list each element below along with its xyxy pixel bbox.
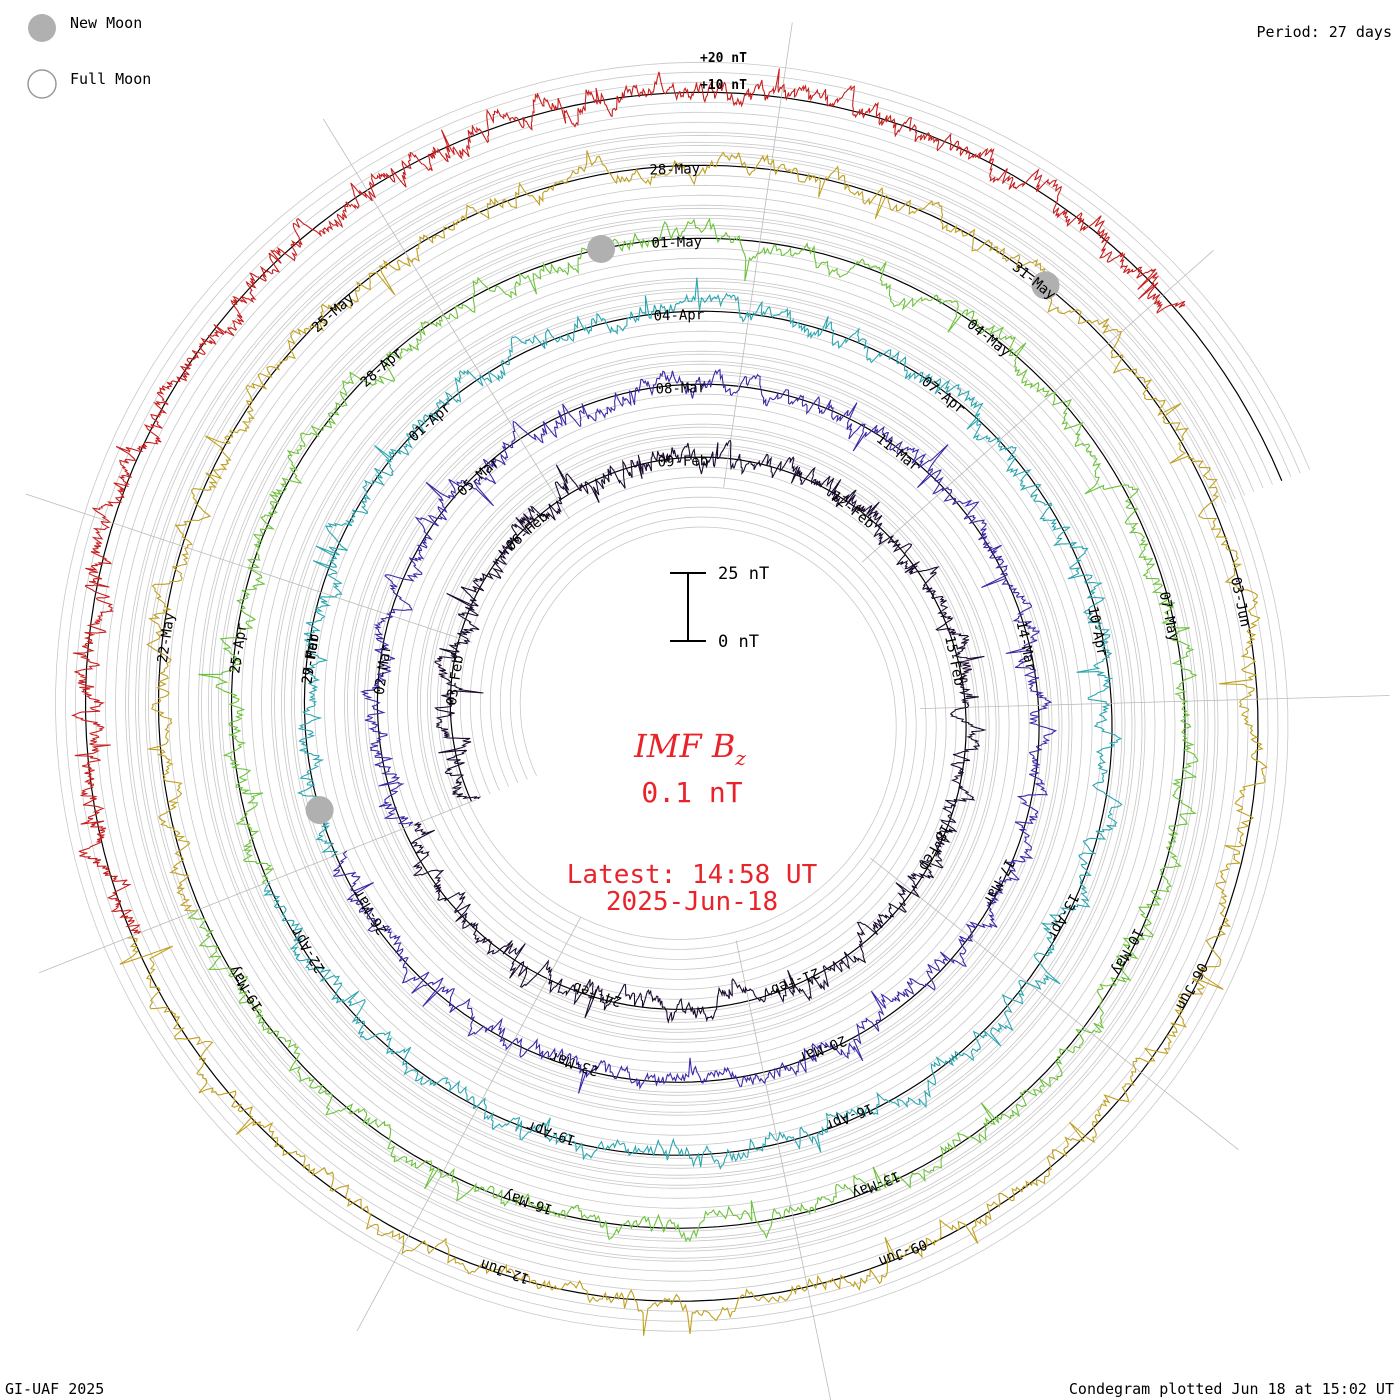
date-label: 25-Apr xyxy=(227,622,250,674)
bz-series-rotation-4 xyxy=(187,217,1199,1243)
spoke-line xyxy=(735,940,832,1400)
chart-title-subscript: z xyxy=(734,746,746,770)
date-label: 26-Mar xyxy=(351,886,391,937)
date-label: 20-Mar xyxy=(796,1032,849,1065)
date-label: 18-Feb xyxy=(915,821,953,873)
date-label: 19-May xyxy=(226,962,266,1013)
date-label: 07-Apr xyxy=(918,374,968,418)
scale-bar: 25 nT 0 nT xyxy=(670,564,769,652)
spoke-line xyxy=(919,695,1390,709)
bz-series-rotation-1 xyxy=(410,439,987,1024)
spiral-gridlines xyxy=(55,61,1311,1332)
grid-line xyxy=(65,71,1301,1322)
grid-line xyxy=(145,151,1227,1242)
new-moon-legend-icon xyxy=(28,14,56,42)
date-label: 29-Mar xyxy=(299,633,322,685)
scale-plus20-label: +20 nT xyxy=(700,51,747,66)
date-label: 03-Jun xyxy=(1227,576,1253,629)
date-label: 25-May xyxy=(309,291,357,337)
latest-time: Latest: 14:58 UT xyxy=(567,860,818,890)
new-moon-legend-label: New Moon xyxy=(70,14,142,32)
date-label: 22-May xyxy=(155,612,178,664)
date-label: 28-May xyxy=(649,161,700,178)
date-label: 21-Feb xyxy=(769,964,822,997)
footer-plot-time: Condegram plotted Jun 18 at 15:02 UT xyxy=(1069,1380,1394,1398)
date-label: 19-Apr xyxy=(525,1117,578,1148)
scale-plus10-label: +10 nT xyxy=(700,78,747,93)
date-label: 03-Feb xyxy=(444,654,467,706)
date-label: 13-Apr xyxy=(1044,890,1082,942)
grid-line xyxy=(75,81,1292,1312)
grid-line xyxy=(105,111,1264,1282)
date-label: 09-Jun xyxy=(876,1235,929,1268)
spoke-line xyxy=(861,250,1214,563)
moon-phase-markers xyxy=(305,235,1060,825)
date-label: 24-Feb xyxy=(571,978,624,1009)
latest-date: 2025-Jun-18 xyxy=(606,887,778,917)
new-moon-marker xyxy=(587,235,616,263)
date-label: 01-May xyxy=(651,234,702,251)
current-value: 0.1 nT xyxy=(641,776,742,809)
bz-series-group xyxy=(70,68,1268,1336)
date-label: 28-Apr xyxy=(358,345,406,391)
scale-bar-top-label: 25 nT xyxy=(718,564,769,584)
date-label: 08-Mar xyxy=(655,380,706,397)
scale-bar-bottom-label: 0 nT xyxy=(718,632,759,652)
date-label: 17-Mar xyxy=(979,856,1017,908)
grid-line xyxy=(125,131,1245,1262)
date-label: 07-May xyxy=(1156,590,1182,643)
grid-line xyxy=(55,61,1311,1332)
new-moon-marker xyxy=(305,796,334,825)
bz-series-rotation-2 xyxy=(332,368,1058,1094)
date-label: 06-Feb xyxy=(503,509,551,555)
footer-credit: GI-UAF 2025 xyxy=(5,1380,104,1398)
date-label: 06-Jun xyxy=(1172,960,1210,1012)
date-label: 05-Mar xyxy=(455,454,503,500)
date-label: 01-Apr xyxy=(406,400,454,446)
grid-line xyxy=(155,161,1218,1232)
spoke-line xyxy=(356,917,581,1331)
date-label: 11-Mar xyxy=(873,431,923,475)
date-labels: 03-Feb06-Feb09-Feb12-Feb15-Feb18-Feb21-F… xyxy=(155,161,1253,1286)
date-label: 10-May xyxy=(1108,925,1146,977)
date-label: 09-Feb xyxy=(657,453,708,470)
legend: New Moon Full Moon xyxy=(27,14,151,99)
date-label: 16-Apr xyxy=(823,1100,876,1133)
bz-series-rotation-3 xyxy=(262,277,1123,1170)
date-label: 02-Mar xyxy=(372,644,395,696)
zero-line xyxy=(85,91,1283,1302)
period-label: Period: 27 days xyxy=(1257,23,1392,41)
full-moon-legend-icon xyxy=(27,69,57,99)
bz-series-rotation-6 xyxy=(70,68,1186,935)
date-label: 23-Mar xyxy=(548,1048,601,1079)
spoke-line xyxy=(723,22,793,488)
new-moon-marker xyxy=(1031,271,1060,300)
grid-line xyxy=(135,141,1236,1252)
grid-line xyxy=(115,121,1255,1272)
bz-series-rotation-5 xyxy=(119,150,1268,1336)
date-label: 27-Feb xyxy=(299,633,322,685)
grid-line xyxy=(95,101,1273,1292)
date-label: 10-Apr xyxy=(1084,605,1110,658)
date-label: 04-Apr xyxy=(653,307,704,324)
full-moon-legend-label: Full Moon xyxy=(70,70,151,88)
spoke-line xyxy=(322,118,570,520)
chart-title: IMF Bz xyxy=(633,727,746,770)
spoke-line xyxy=(869,857,1239,1151)
spoke-line xyxy=(39,799,477,974)
